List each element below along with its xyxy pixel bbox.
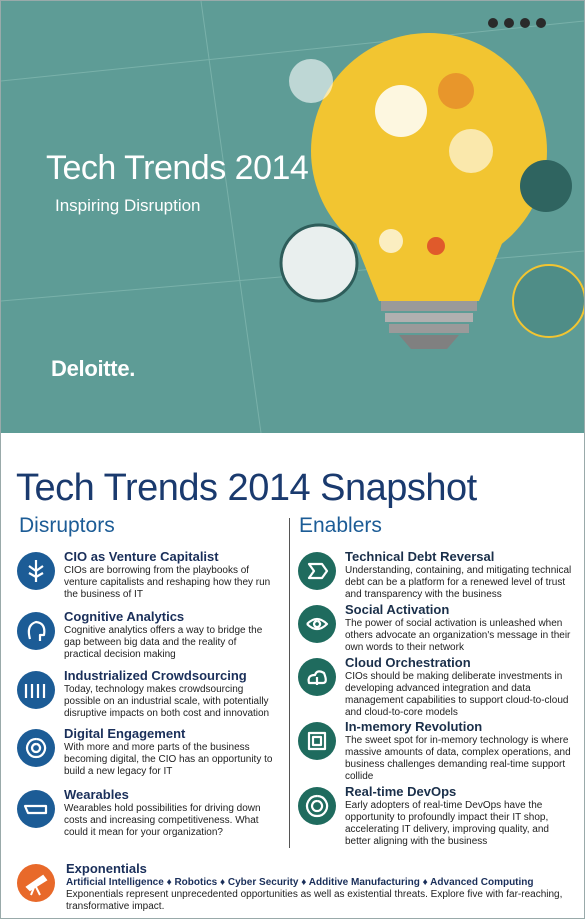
trend-icon (17, 552, 55, 590)
trend-text: Early adopters of real-time DevOps have … (345, 800, 549, 847)
trend-item: Wearables Wearables hold possibilities fo… (16, 787, 286, 843)
trend-title: Real-time DevOps (345, 784, 457, 799)
cover-art (1, 1, 584, 433)
column-heading: Disruptors (19, 514, 115, 537)
trend-icon (298, 787, 336, 825)
trend-item: Technical Debt Reversal Understanding, co… (297, 549, 582, 605)
trend-item: Cloud Orchestration CIOs should be making… (297, 655, 582, 718)
trend-text: CIOs are borrowing from the playbooks of… (64, 565, 271, 600)
trend-title: Cognitive Analytics (64, 609, 185, 624)
trend-icon (17, 790, 55, 828)
trend-title: Industrialized Crowdsourcing (64, 668, 247, 683)
trend-text: With more and more parts of the business… (64, 742, 273, 777)
trend-icon (298, 658, 336, 696)
trend-text: The power of social activation is unleas… (345, 618, 571, 653)
trend-title: In-memory Revolution (345, 719, 483, 734)
trend-item: Digital Engagement With more and more par… (16, 726, 286, 782)
cover-title: Tech Trends 2014 (46, 149, 309, 187)
trend-text: Cognitive analytics offers a way to brid… (64, 625, 263, 660)
trend-item: Cognitive Analytics Cognitive analytics o… (16, 609, 286, 665)
trend-title: Technical Debt Reversal (345, 549, 495, 564)
trend-text: The sweet spot for in-memory technology … (345, 735, 571, 782)
trend-icon (298, 722, 336, 760)
trend-title: Cloud Orchestration (345, 655, 471, 670)
trend-text: Wearables hold possibilities for driving… (64, 803, 261, 838)
trend-item: Social Activation The power of social act… (297, 602, 582, 658)
trend-title: Digital Engagement (64, 726, 186, 741)
cover-subtitle: Inspiring Disruption (55, 196, 201, 215)
trend-text: Understanding, containing, and mitigatin… (345, 565, 572, 600)
trend-icon (298, 552, 336, 590)
exponentials-title: Exponentials (66, 861, 147, 876)
exponentials-icon (17, 864, 55, 902)
trend-title: Wearables (64, 787, 129, 802)
trend-icon (17, 671, 55, 709)
trend-icon (298, 605, 336, 643)
trend-item: CIO as Venture Capitalist CIOs are borrow… (16, 549, 286, 605)
cover: Tech Trends 2014 Inspiring Disruption De… (1, 1, 584, 433)
exponentials-text: Exponentials represent unprecedented opp… (66, 889, 563, 912)
trend-item: Industrialized Crowdsourcing Today, techn… (16, 668, 286, 724)
trend-title: Social Activation (345, 602, 450, 617)
trend-title: CIO as Venture Capitalist (64, 549, 219, 564)
trend-icon (17, 612, 55, 650)
trend-text: CIOs should be making deliberate investm… (345, 671, 569, 718)
brand-logo: Deloitte. (51, 356, 136, 381)
exponentials-topics: Artificial Intelligence ♦ Robotics ♦ Cyb… (66, 877, 534, 888)
trend-text: Today, technology makes crowdsourcing po… (64, 684, 270, 719)
trend-item: In-memory Revolution The sweet spot for i… (297, 719, 582, 782)
column-divider (289, 518, 290, 848)
trend-item: Real-time DevOps Early adopters of real-t… (297, 784, 582, 847)
trend-icon (17, 729, 55, 767)
column-heading: Enablers (299, 514, 382, 537)
snapshot-title: Tech Trends 2014 Snapshot (16, 467, 477, 509)
